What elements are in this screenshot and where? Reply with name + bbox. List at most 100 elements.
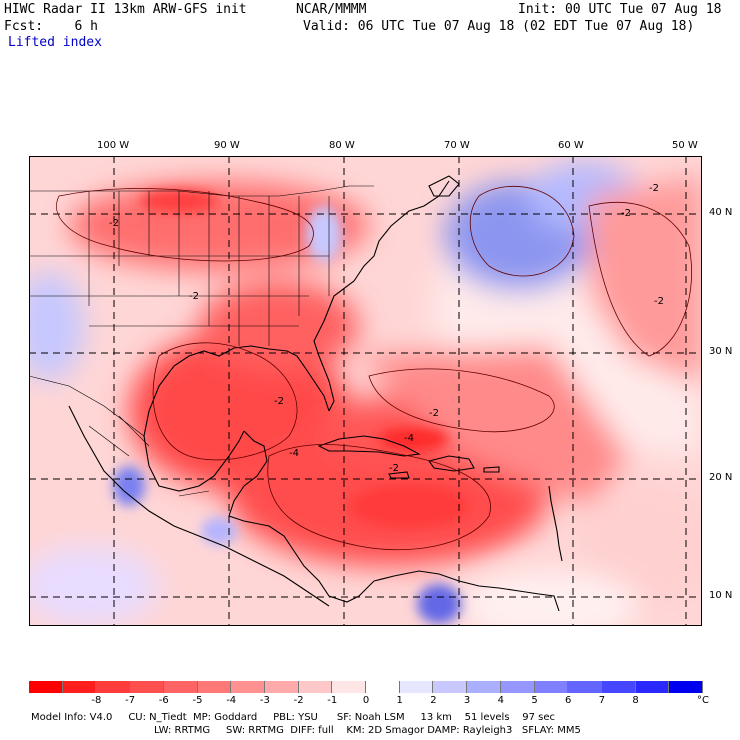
org-label: NCAR/MMMM [296, 2, 367, 17]
colorbar-cell [231, 681, 265, 693]
footer-model-info: Model Info: V4.0 CU: N_Tiedt MP: Goddard… [31, 712, 556, 723]
lon-label-80w: 80 W [329, 140, 355, 151]
lon-label-60w: 60 W [558, 140, 584, 151]
field-blob-sw-light [459, 571, 639, 626]
field-name: Lifted index [8, 35, 102, 50]
colorbar-tick-label: 7 [598, 695, 606, 706]
border-us-mexico [29, 375, 145, 437]
lat-label-30n: 30 N [709, 346, 733, 357]
colorbar-tick-label: 2 [430, 695, 437, 706]
contour-label: -2 [621, 208, 631, 219]
field-spot-panama-blue [417, 584, 461, 624]
map-panel: -2 -2 -2 -2 -2 -2 -2 -2 -4 -4 [29, 156, 702, 626]
contour-6 [469, 185, 575, 277]
lifted-index-map: -2 -2 -2 -2 -2 -2 -2 -2 -4 -4 [29, 156, 702, 626]
colorbar-tick-label: -4 [226, 695, 237, 706]
colorbar-cell [197, 681, 232, 693]
lon-label-50w: 50 W [672, 140, 698, 151]
valid-time: Valid: 06 UTC Tue 07 Aug 18 (02 EDT Tue … [303, 19, 695, 34]
colorbar-unit: °C [697, 695, 709, 706]
contour-label: -2 [109, 218, 119, 229]
colorbar-cell [62, 681, 97, 693]
colorbar-cell [332, 681, 367, 693]
colorbar-tick-label: -8 [91, 695, 102, 706]
lat-label-40n: 40 N [709, 207, 733, 218]
coast-yucatan [243, 430, 268, 487]
model-title: HIWC Radar II 13km ARW-GFS init [4, 2, 247, 17]
field-spot-caribbean-dark [349, 484, 469, 528]
colorbar-cell [96, 681, 131, 693]
colorbar-cell [534, 681, 569, 693]
contour-1 [152, 342, 298, 461]
colorbar-tick-label: -7 [125, 695, 136, 706]
colorbar-tick-label: -6 [158, 695, 169, 706]
colorbar-cell [568, 681, 602, 693]
field-blob-subtrop-band [359, 346, 629, 506]
contour-label: -2 [189, 291, 199, 302]
lon-label-100w: 100 W [97, 140, 130, 151]
coast-hispaniola [428, 455, 475, 472]
colorbar-tick-label: -2 [293, 695, 304, 706]
border-mexico-states [88, 415, 210, 497]
colorbar-cell [601, 681, 636, 693]
contour-2 [267, 444, 491, 551]
colorbar-tick-label: -5 [192, 695, 203, 706]
colorbar-tick-label: -3 [259, 695, 270, 706]
coast-nova-scotia [428, 175, 460, 197]
field-spot-mexico-blue [113, 466, 145, 506]
field-spot-central-am-blue [201, 517, 237, 545]
map-frame [29, 156, 702, 626]
political-borders [29, 185, 374, 497]
coast-gulf [143, 345, 288, 492]
contour-5 [368, 368, 555, 433]
field-blob-east-red [589, 176, 702, 386]
colorbar-cell [130, 681, 164, 693]
forecast-hour: Fcst: 6 h [4, 19, 98, 34]
contour-3 [56, 188, 314, 262]
field-blob-se-light [579, 486, 702, 606]
coast-jamaica [388, 471, 410, 479]
colorbar-cell [635, 681, 670, 693]
init-time: Init: 00 UTC Tue 07 Aug 18 [518, 2, 722, 17]
colorbar-tick-label: 8 [632, 695, 639, 706]
coast-florida [286, 350, 330, 412]
colorbar-cell [500, 681, 535, 693]
contour-label: -2 [429, 408, 439, 419]
latlon-grid [29, 156, 702, 626]
colorbar [29, 681, 704, 693]
lon-label-90w: 90 W [214, 140, 240, 151]
border-states-2 [29, 255, 329, 327]
contours [56, 185, 692, 551]
colorbar-cell [399, 681, 434, 693]
colorbar-cell [163, 681, 198, 693]
colorbar-cell [669, 681, 704, 693]
colorbar-tick-label: 1 [396, 695, 403, 706]
lat-label-10n: 10 N [709, 590, 733, 601]
contour-label: -2 [389, 463, 399, 474]
coast-puerto-rico [483, 466, 500, 473]
contour-label: -4 [289, 448, 299, 459]
contour-label: -2 [649, 183, 659, 194]
field-spot-nj-blue [306, 206, 342, 262]
contour-label: -2 [654, 296, 664, 307]
field-spot-cuba-dark [379, 427, 449, 451]
coast-south-america [373, 570, 560, 612]
colorbar-cell [29, 681, 63, 693]
colorbar-tick-label: 0 [362, 695, 370, 706]
field-blob-pacific-blue [29, 546, 159, 626]
colorbar-cell [467, 681, 501, 693]
coast-lesser-antilles [548, 485, 563, 562]
coastlines [68, 175, 563, 612]
coast-us-east [313, 180, 450, 412]
coast-cuba [317, 435, 421, 457]
colorbar-tick-label: 5 [531, 695, 538, 706]
colorbar-cell [264, 681, 299, 693]
lon-label-70w: 70 W [444, 140, 470, 151]
colorbar-tick-label: 3 [463, 695, 471, 706]
contour-label: -4 [404, 433, 414, 444]
colorbar-cell [433, 681, 468, 693]
colorbar-cell [366, 681, 400, 693]
footer-physics-info: LW: RRTMG SW: RRTMG DIFF: full KM: 2D Sm… [154, 725, 581, 736]
lat-label-20n: 20 N [709, 472, 733, 483]
contour-label: -2 [274, 396, 284, 407]
